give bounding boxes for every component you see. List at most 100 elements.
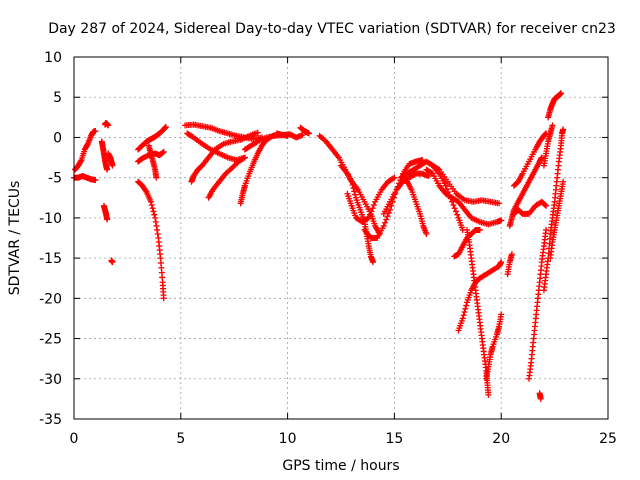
series-arc19: [297, 124, 312, 137]
data-point: [241, 154, 248, 161]
data-point: [498, 217, 505, 224]
data-point: [485, 391, 492, 398]
data-point: [142, 187, 149, 194]
data-point: [549, 122, 556, 129]
data-point: [498, 311, 505, 318]
series-arc18: [273, 130, 306, 141]
series-arc38: [536, 390, 544, 402]
data-point: [149, 205, 156, 212]
series-arc32: [483, 311, 505, 382]
data-point: [92, 128, 99, 135]
series-arc14: [188, 129, 261, 185]
series-arc11: [145, 142, 160, 181]
series-arc41: [540, 122, 556, 169]
data-point: [538, 154, 545, 161]
data-point: [434, 165, 441, 172]
data-point: [423, 230, 430, 237]
data-point: [105, 122, 112, 129]
data-point: [365, 214, 372, 221]
data-point: [442, 182, 449, 189]
y-tick-label: 5: [53, 90, 62, 106]
data-point: [148, 202, 155, 209]
grid: [74, 57, 608, 419]
data-point: [543, 226, 550, 233]
data-point: [454, 211, 461, 218]
data-point: [560, 178, 567, 185]
data-point: [254, 129, 261, 136]
data-point: [462, 305, 469, 312]
series-arc42: [545, 90, 565, 121]
series-arc27: [423, 166, 505, 228]
data-point: [109, 259, 116, 266]
x-tick-label: 20: [492, 431, 510, 447]
data-point: [92, 177, 99, 184]
data-point: [390, 175, 397, 182]
series-arc26: [404, 178, 430, 237]
data-point: [299, 132, 306, 139]
y-tick-label: 0: [53, 130, 62, 146]
data-point: [385, 210, 392, 217]
data-point: [459, 315, 466, 322]
series-arc37: [525, 226, 550, 382]
series-arc40: [547, 178, 567, 262]
data-point: [498, 259, 505, 266]
series-arc36: [511, 198, 550, 217]
series-arc07: [108, 257, 116, 266]
series-arc05: [101, 119, 112, 129]
data-point: [452, 208, 459, 215]
data-point: [537, 395, 544, 402]
data-point: [104, 166, 111, 173]
data-point: [558, 90, 565, 97]
series-arc03: [98, 138, 111, 173]
data-point: [451, 205, 458, 212]
series-arc22: [344, 174, 398, 225]
data-point: [460, 312, 467, 319]
data-point: [370, 259, 377, 266]
data-point: [370, 202, 377, 209]
data-point: [383, 216, 390, 223]
series-arc28: [429, 162, 503, 207]
data-point: [349, 181, 356, 188]
data-point: [443, 185, 450, 192]
data-point: [348, 178, 355, 185]
data-point: [151, 211, 158, 218]
data-point: [351, 188, 358, 195]
data-point: [350, 185, 357, 192]
data-point: [147, 198, 154, 205]
data-point: [508, 251, 515, 258]
series-arc08: [135, 123, 169, 153]
y-tick-labels: 10 5 0 -5 -10 -15 -20 -25 -30 -35: [39, 50, 62, 428]
series-arc04: [100, 202, 111, 223]
data-point: [382, 219, 389, 226]
x-tick-label: 10: [279, 431, 297, 447]
data-point: [352, 191, 359, 198]
x-tick-label: 25: [599, 431, 617, 447]
series-arc15: [205, 154, 248, 201]
x-tick-label: 5: [176, 431, 185, 447]
data-points: [71, 90, 567, 402]
data-point: [153, 174, 160, 181]
y-tick-label: 10: [44, 50, 62, 66]
y-tick-label: -10: [39, 211, 62, 227]
data-point: [109, 162, 116, 169]
data-point: [240, 155, 247, 162]
data-point: [450, 202, 457, 209]
data-point: [104, 216, 111, 223]
y-axis-title: SDTVAR / TECUs: [7, 181, 23, 296]
series-arc06: [105, 150, 116, 169]
data-point: [380, 222, 387, 229]
data-point: [160, 295, 167, 302]
data-point: [496, 200, 503, 207]
series-arc10: [135, 178, 167, 302]
y-tick-label: -30: [39, 372, 62, 388]
x-axis-title: GPS time / hours: [282, 458, 399, 474]
data-point: [387, 206, 394, 213]
y-tick-label: -25: [39, 332, 62, 348]
series-arc35: [511, 130, 550, 189]
data-point: [461, 309, 468, 316]
y-tick-label: -35: [39, 412, 62, 428]
data-point: [162, 123, 169, 130]
data-point: [305, 130, 312, 137]
axis-ticks: [73, 56, 609, 420]
